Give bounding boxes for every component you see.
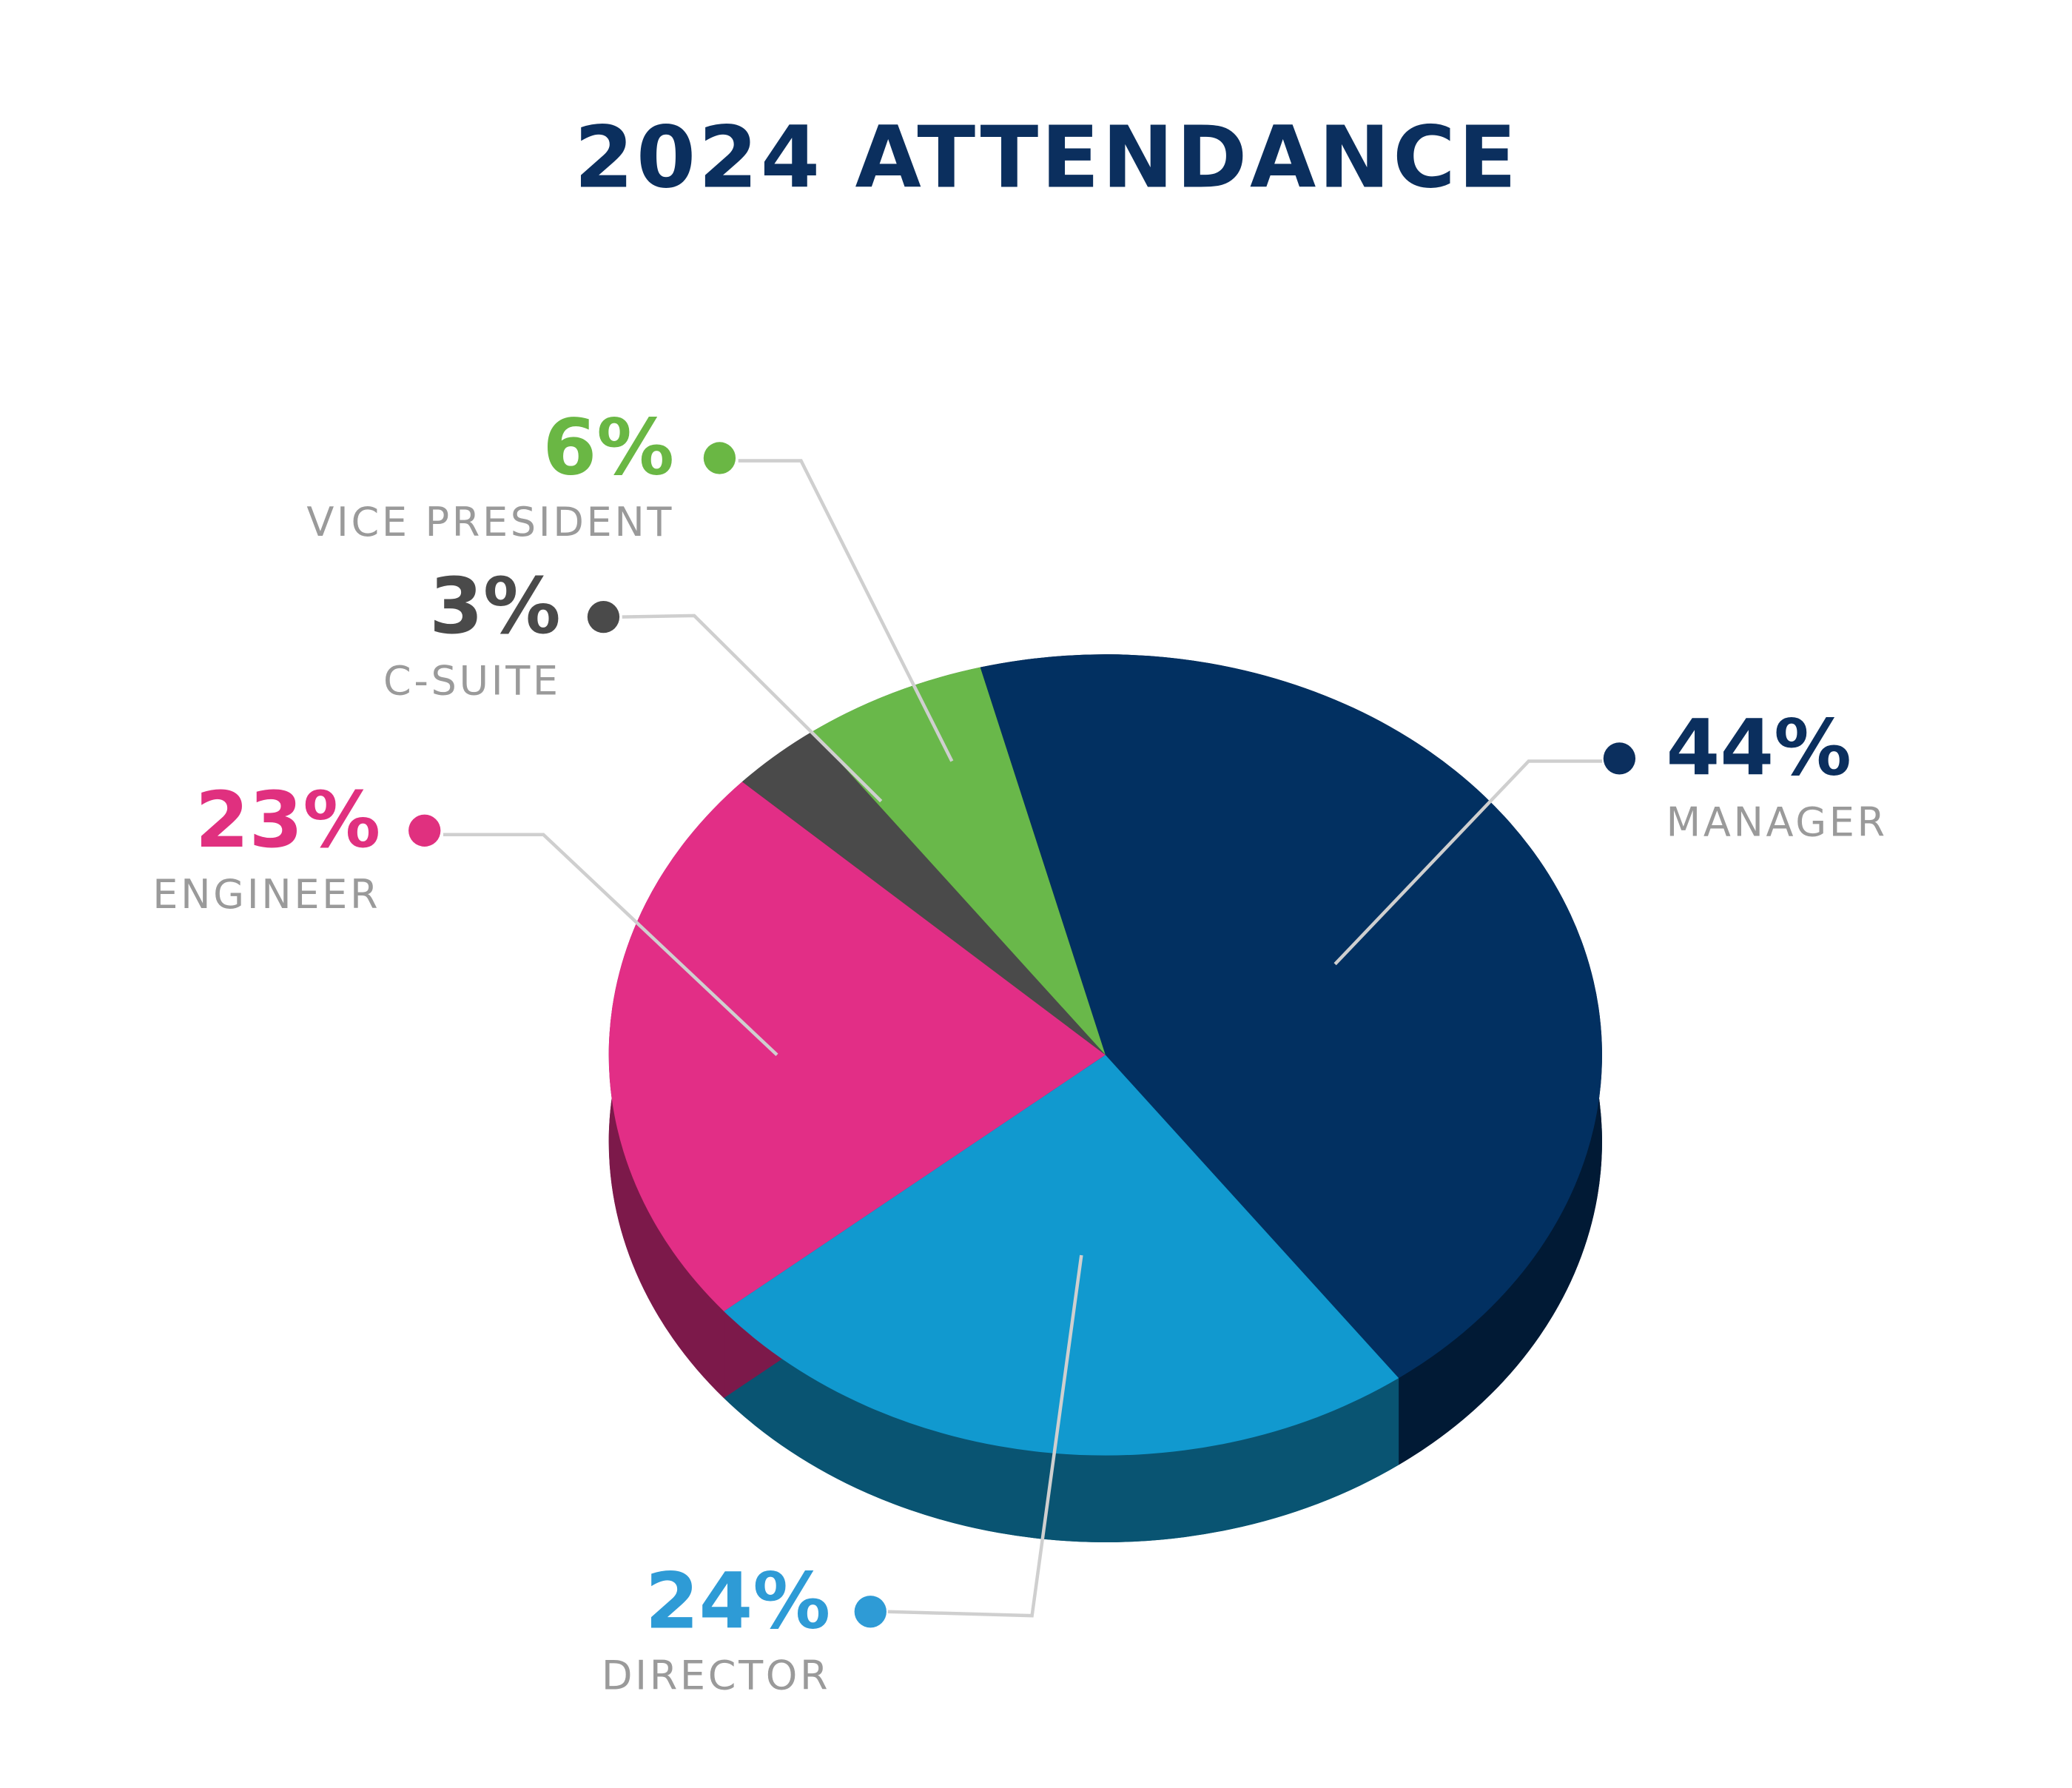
leader-line [443, 833, 778, 1057]
label-dot [854, 1596, 887, 1628]
value-label: 6% [542, 403, 674, 493]
category-label: VICE PRESIDENT [306, 499, 674, 545]
chart-title: 2024 ATTENDANCE [574, 109, 1519, 208]
slice [980, 654, 1602, 1379]
label-dot [408, 814, 441, 847]
label-dot [1603, 742, 1636, 775]
leader-line [622, 614, 883, 803]
value-label: 24% [645, 1556, 830, 1646]
category-label: C-SUITE [383, 657, 561, 704]
value-label: 3% [429, 561, 561, 651]
label-dot [703, 442, 736, 474]
slice [608, 782, 1106, 1311]
leader-line [887, 1254, 1083, 1618]
slice [812, 667, 1106, 1055]
category-label: MANAGER [1666, 799, 1888, 846]
label-dot [587, 600, 620, 633]
value-label: 44% [1666, 702, 1851, 793]
slice [724, 1055, 1399, 1456]
leader-line [1333, 759, 1602, 966]
value-label: 23% [195, 775, 380, 865]
slice-side [724, 1311, 1399, 1542]
slice [741, 731, 1106, 1055]
category-label: DIRECTOR [602, 1653, 830, 1699]
leader-line [738, 459, 954, 762]
category-label: ENGINEER [152, 871, 380, 918]
